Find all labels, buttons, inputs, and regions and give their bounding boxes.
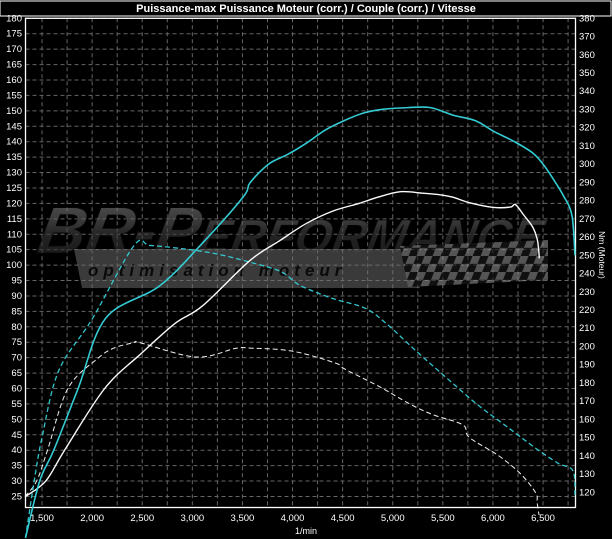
svg-text:110: 110 — [7, 229, 22, 240]
svg-text:105: 105 — [6, 245, 22, 256]
svg-text:120: 120 — [6, 198, 22, 209]
svg-text:95: 95 — [11, 276, 22, 287]
svg-text:330: 330 — [579, 104, 595, 115]
svg-text:5,500: 5,500 — [431, 513, 455, 524]
svg-text:135: 135 — [6, 152, 22, 163]
svg-text:170: 170 — [579, 396, 595, 407]
svg-text:260: 260 — [579, 232, 595, 243]
svg-text:160: 160 — [6, 75, 22, 86]
svg-text:360: 360 — [579, 50, 595, 61]
svg-text:150: 150 — [579, 433, 595, 444]
svg-text:25: 25 — [11, 491, 22, 502]
svg-text:6,000: 6,000 — [481, 513, 505, 524]
svg-text:145: 145 — [6, 121, 22, 132]
svg-text:90: 90 — [11, 291, 22, 302]
svg-text:1,500: 1,500 — [30, 513, 54, 524]
svg-text:4,500: 4,500 — [331, 513, 355, 524]
svg-text:3,500: 3,500 — [231, 513, 255, 524]
svg-text:140: 140 — [579, 451, 595, 462]
svg-text:350: 350 — [579, 68, 595, 79]
svg-text:180: 180 — [6, 13, 22, 24]
svg-text:125: 125 — [6, 183, 22, 194]
svg-text:Nm (Moteur): Nm (Moteur) — [597, 231, 607, 279]
svg-text:300: 300 — [579, 159, 595, 170]
svg-text:5,000: 5,000 — [381, 513, 405, 524]
svg-text:65: 65 — [11, 368, 22, 379]
svg-text:2,000: 2,000 — [80, 513, 104, 524]
svg-text:6,500: 6,500 — [531, 513, 555, 524]
svg-text:220: 220 — [579, 305, 595, 316]
svg-text:230: 230 — [579, 287, 595, 298]
svg-text:270: 270 — [579, 214, 595, 225]
svg-text:160: 160 — [579, 414, 595, 425]
svg-text:1/min: 1/min — [295, 526, 317, 536]
svg-text:75: 75 — [11, 337, 22, 348]
svg-text:60: 60 — [11, 384, 22, 395]
svg-text:85: 85 — [11, 306, 22, 317]
svg-text:320: 320 — [579, 123, 595, 134]
svg-text:130: 130 — [579, 469, 595, 480]
svg-text:210: 210 — [579, 323, 595, 334]
svg-text:280: 280 — [579, 196, 595, 207]
svg-text:45: 45 — [11, 430, 22, 441]
svg-text:4,000: 4,000 — [281, 513, 305, 524]
svg-text:340: 340 — [579, 86, 595, 97]
svg-text:optimisation moteur: optimisation moteur — [88, 261, 346, 280]
svg-text:40: 40 — [11, 445, 22, 456]
svg-text:190: 190 — [579, 360, 595, 371]
svg-text:200: 200 — [579, 341, 595, 352]
svg-text:55: 55 — [11, 399, 22, 410]
svg-text:290: 290 — [579, 177, 595, 188]
svg-text:150: 150 — [6, 106, 22, 117]
svg-text:370: 370 — [579, 32, 595, 43]
svg-text:250: 250 — [579, 250, 595, 261]
svg-text:310: 310 — [579, 141, 595, 152]
svg-text:35: 35 — [11, 461, 22, 472]
svg-text:180: 180 — [579, 378, 595, 389]
svg-text:50: 50 — [11, 414, 22, 425]
svg-text:2,500: 2,500 — [130, 513, 154, 524]
svg-text:140: 140 — [6, 137, 22, 148]
svg-text:30: 30 — [11, 476, 22, 487]
svg-text:240: 240 — [579, 269, 595, 280]
svg-text:Puissance-max Puissance Moteur: Puissance-max Puissance Moteur (corr.) /… — [136, 3, 476, 15]
svg-text:80: 80 — [11, 322, 22, 333]
svg-text:100: 100 — [6, 260, 22, 271]
svg-text:120: 120 — [579, 487, 595, 498]
svg-text:380: 380 — [579, 13, 595, 24]
svg-text:3,000: 3,000 — [180, 513, 204, 524]
svg-text:155: 155 — [6, 90, 22, 101]
svg-text:165: 165 — [6, 60, 22, 71]
svg-text:130: 130 — [6, 168, 22, 179]
svg-text:170: 170 — [6, 44, 22, 55]
svg-text:175: 175 — [6, 29, 22, 40]
svg-text:70: 70 — [11, 353, 22, 364]
svg-text:115: 115 — [7, 214, 22, 225]
